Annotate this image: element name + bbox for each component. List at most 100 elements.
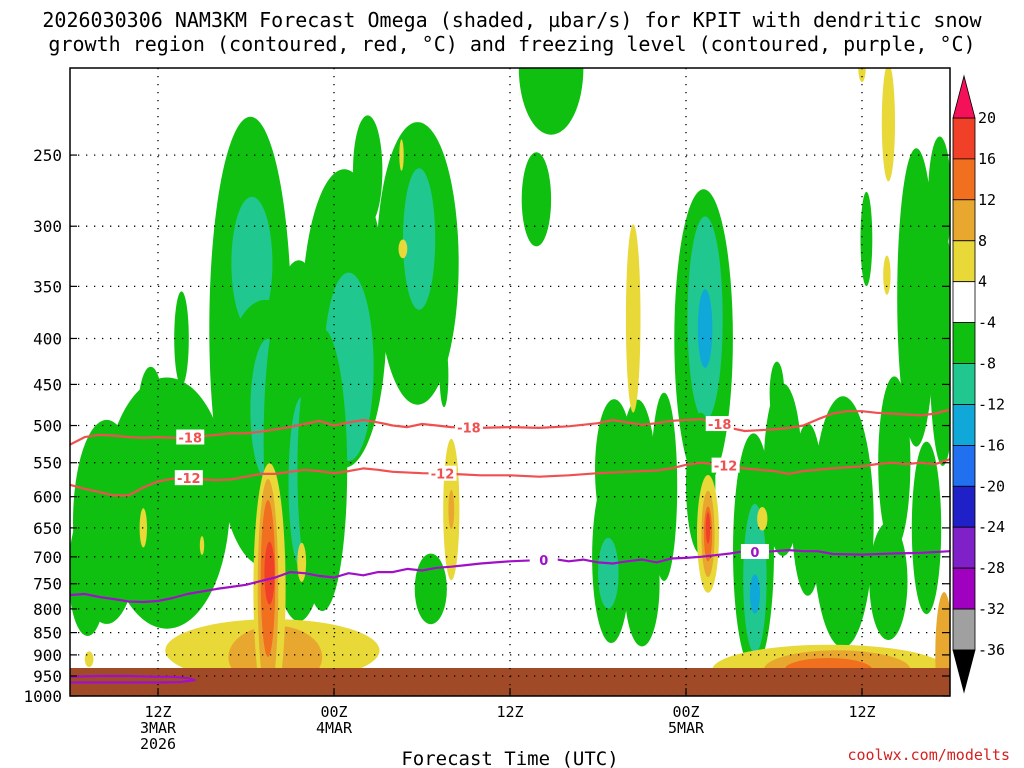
colorbar-segment-10	[952, 526, 976, 569]
colorbar-segment-6	[952, 363, 976, 405]
x-tick-label-18-0: 00Z	[320, 703, 347, 721]
y-tick-label-700: 700	[33, 548, 62, 567]
x-tick-label-6-0: 12Z	[144, 703, 171, 721]
colorbar-label-2: 12	[978, 191, 996, 209]
omega-cell-1	[231, 196, 273, 331]
omega-cell-30	[749, 574, 761, 614]
y-tick-label-900: 900	[33, 646, 62, 665]
chart-title-line-2: growth region (contoured, red, °C) and f…	[48, 32, 975, 56]
x-tick-label-18-1: 4MAR	[316, 719, 353, 737]
omega-cell-18	[518, 68, 584, 135]
omega-cell-68	[398, 239, 408, 259]
omega-cell-73	[139, 508, 147, 548]
omega-cell-36	[929, 230, 950, 466]
y-tick-label-850: 850	[33, 624, 62, 643]
dgz-minus12-label-1: -12	[431, 468, 455, 483]
gridlines	[70, 68, 950, 696]
dgz-minus12-label-bg-1	[428, 465, 457, 481]
y-tick-label-350: 350	[33, 277, 62, 296]
colorbar-label-8: -16	[978, 436, 1005, 454]
x-tick-label-42-1: 5MAR	[668, 719, 705, 737]
omega-cell-46	[769, 361, 785, 425]
dgz-minus12-label-bg-0	[174, 470, 203, 486]
colorbar: 20 16 12 8 4 -4 -8 -12 -16 -20 -24 -28 -32 -36	[952, 74, 1005, 694]
y-tick-label-1000: 1000	[23, 687, 62, 706]
dgz-minus18-label-1: -18	[457, 422, 481, 437]
colorbar-label-13: -36	[978, 641, 1005, 659]
omega-cell-54	[297, 542, 307, 583]
omega-cell-19	[521, 152, 552, 247]
colorbar-label-10: -24	[978, 518, 1005, 536]
omega-cell-69	[757, 507, 768, 531]
omega-cell-8	[70, 510, 107, 636]
colorbar-label-1: 16	[978, 150, 996, 168]
omega-cell-45	[439, 344, 449, 408]
y-tick-label-550: 550	[33, 454, 62, 473]
colorbar-segment-4	[952, 281, 976, 324]
omega-cell-53	[264, 541, 275, 605]
colorbar-segment-8	[952, 444, 976, 487]
dgz-minus18-label-bg-1	[454, 419, 483, 435]
omega-cell-62	[705, 512, 711, 544]
omega-shading	[70, 68, 950, 696]
y-tick-label-400: 400	[33, 330, 62, 349]
omega-cell-27	[697, 289, 713, 368]
omega-cell-71	[858, 68, 866, 83]
omega-cell-74	[199, 536, 205, 555]
dgz-minus12-label-2: -12	[714, 460, 738, 475]
y-tick-label-300: 300	[33, 217, 62, 236]
omega-cell-43	[869, 522, 908, 640]
y-tick-label-750: 750	[33, 575, 62, 594]
colorbar-label-12: -32	[978, 600, 1005, 618]
plot-area: -18 -18 -18 -12 -12 -12 0 0	[70, 68, 950, 696]
omega-cell-17	[414, 553, 447, 625]
freezing-level-label-bg-1	[740, 544, 769, 560]
colorbar-label-0: 20	[978, 109, 996, 127]
omega-cell-33	[812, 396, 874, 648]
y-axis: 250 300 350 400 450 500 550 600 650 700 750 800 850 9…	[23, 146, 950, 706]
colorbar-label-11: -28	[978, 559, 1005, 577]
colorbar-segment-3	[952, 240, 976, 283]
colorbar-label-7: -12	[978, 396, 1005, 414]
omega-cell-64	[448, 489, 455, 530]
colorbar-label-5: -4	[978, 314, 996, 332]
omega-cell-7	[137, 366, 164, 469]
omega-cell-65	[625, 224, 641, 413]
omega-cell-35	[928, 136, 950, 263]
colorbar-segment-5	[952, 322, 976, 364]
colorbar-segment-1	[952, 158, 976, 201]
colorbar-bottom-arrow	[952, 649, 976, 694]
omega-cell-67	[399, 139, 404, 171]
colorbar-label-4: 4	[978, 273, 987, 291]
omega-cell-66	[881, 68, 895, 182]
omega-cell-39	[650, 392, 678, 581]
omega-cell-13	[297, 328, 348, 612]
colorbar-label-6: -8	[978, 355, 996, 373]
y-tick-label-450: 450	[33, 375, 62, 394]
colorbar-segment-0	[952, 117, 976, 160]
omega-cell-72	[883, 255, 891, 295]
y-tick-label-600: 600	[33, 488, 62, 507]
freezing-level-label-bg-0	[529, 551, 558, 567]
omega-cell-75	[84, 651, 94, 667]
dgz-minus18-label-2: -18	[708, 418, 732, 433]
chart-title-line-1: 2026030306 NAM3KM Forecast Omega (shaded…	[42, 8, 982, 32]
dgz-minus12-label-0: -12	[177, 472, 201, 487]
freezing-level-surface-line	[70, 674, 196, 684]
y-tick-label-250: 250	[33, 146, 62, 165]
x-tick-label-54-0: 12Z	[848, 703, 875, 721]
omega-cell-14	[353, 115, 383, 226]
omega-cell-34	[897, 148, 936, 447]
omega-cell-44	[174, 291, 189, 386]
dgz-minus18-line	[70, 408, 950, 446]
y-tick-label-800: 800	[33, 600, 62, 619]
omega-cell-16	[403, 168, 436, 310]
colorbar-segment-11	[952, 567, 976, 610]
colorbar-label-9: -20	[978, 477, 1005, 495]
x-tick-label-6-2: 2026	[140, 735, 176, 753]
dgz-minus18-label-bg-2	[705, 416, 734, 432]
source-credit: coolwx.com/modelts	[847, 746, 1010, 764]
freezing-level-label-0: 0	[539, 554, 548, 569]
dgz-minus18-label-0: -18	[179, 432, 203, 447]
omega-cell-47	[860, 191, 873, 287]
